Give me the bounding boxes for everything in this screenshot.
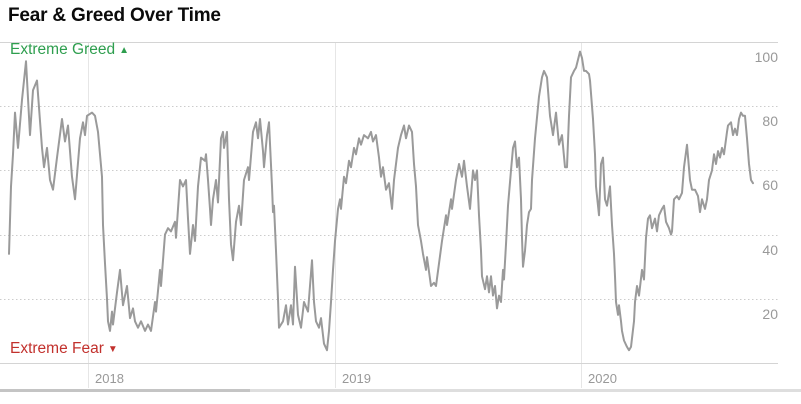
extreme-fear-text: Extreme Fear [10,340,104,357]
arrow-down-icon: ▼ [107,344,118,355]
y-axis-label: 40 [762,241,778,258]
page-title: Fear & Greed Over Time [8,5,221,26]
x-axis-label: 2020 [588,371,617,386]
extreme-greed-text: Extreme Greed [10,41,116,58]
y-axis-label: 20 [762,305,778,322]
horizontal-scrollbar[interactable] [0,389,801,392]
arrow-up-icon: ▲ [119,45,130,56]
y-axis-label: 80 [762,113,778,130]
y-axis-label: 100 [754,49,778,65]
index-line-series[interactable] [8,50,754,352]
scrollbar-thumb[interactable] [0,389,250,392]
extreme-greed-label: Extreme Greed ▲ [10,41,129,59]
extreme-fear-label: Extreme Fear ▼ [10,340,118,358]
x-axis-label: 2019 [342,371,371,386]
x-axis-label: 2018 [95,371,124,386]
y-axis-label: 60 [762,177,778,194]
